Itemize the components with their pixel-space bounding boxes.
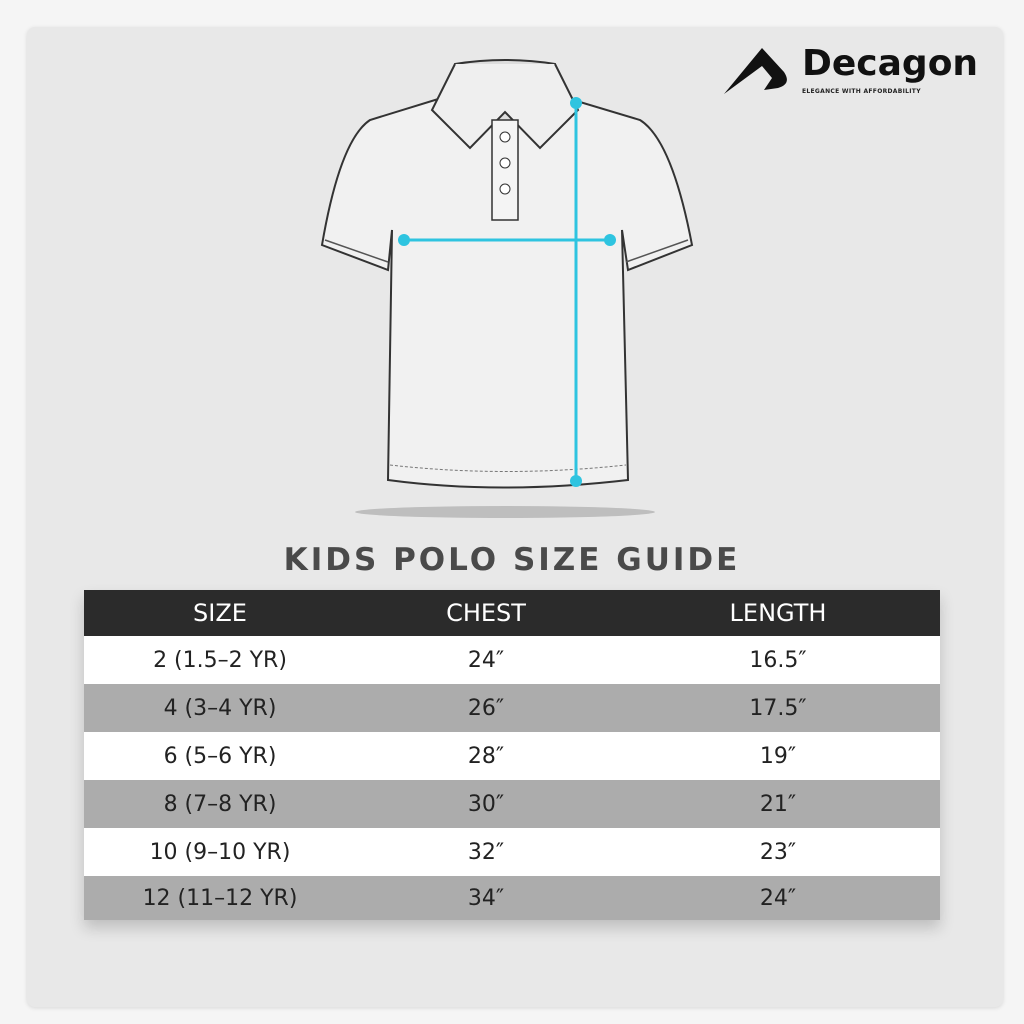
header-length: LENGTH <box>729 599 827 627</box>
polo-shirt-illustration <box>320 59 694 518</box>
cell-chest: 34″ <box>467 885 505 911</box>
cell-size: 4 (3–4 YR) <box>163 695 277 721</box>
cell-chest: 32″ <box>467 839 505 865</box>
table-row: 10 (9–10 YR) 32″ 23″ <box>84 828 940 876</box>
cell-length: 21″ <box>759 791 797 817</box>
table-row: 2 (1.5–2 YR) 24″ 16.5″ <box>84 636 940 684</box>
cell-chest: 30″ <box>467 791 505 817</box>
cell-length: 23″ <box>759 839 797 865</box>
cell-size: 2 (1.5–2 YR) <box>153 647 287 673</box>
decagon-logo-icon <box>724 48 787 94</box>
cell-length: 17.5″ <box>749 695 807 721</box>
header-size: SIZE <box>193 599 247 627</box>
cell-size: 8 (7–8 YR) <box>163 791 277 817</box>
length-measure-line <box>570 97 582 487</box>
cell-chest: 28″ <box>467 743 505 769</box>
cell-size: 10 (9–10 YR) <box>149 839 291 865</box>
header-chest: CHEST <box>446 599 526 627</box>
brand-logo: Decagon ELEGANCE WITH AFFORDABILITY <box>722 44 992 100</box>
cell-length: 19″ <box>759 743 797 769</box>
table-header: SIZE CHEST LENGTH <box>84 590 940 636</box>
brand-name: Decagon <box>802 43 979 84</box>
table-row: 4 (3–4 YR) 26″ 17.5″ <box>84 684 940 732</box>
cell-chest: 26″ <box>467 695 505 721</box>
cell-size: 12 (11–12 YR) <box>142 885 298 911</box>
table-row: 6 (5–6 YR) 28″ 19″ <box>84 732 940 780</box>
size-table: SIZE CHEST LENGTH 2 (1.5–2 YR) 24″ 16.5″… <box>84 590 940 920</box>
table-row: 8 (7–8 YR) 30″ 21″ <box>84 780 940 828</box>
cell-size: 6 (5–6 YR) <box>163 743 277 769</box>
cell-length: 16.5″ <box>749 647 807 673</box>
table-row: 12 (11–12 YR) 34″ 24″ <box>84 876 940 920</box>
page-title: KIDS POLO SIZE GUIDE <box>283 542 741 578</box>
cell-length: 24″ <box>759 885 797 911</box>
cell-chest: 24″ <box>467 647 505 673</box>
brand-tagline: ELEGANCE WITH AFFORDABILITY <box>802 88 921 95</box>
